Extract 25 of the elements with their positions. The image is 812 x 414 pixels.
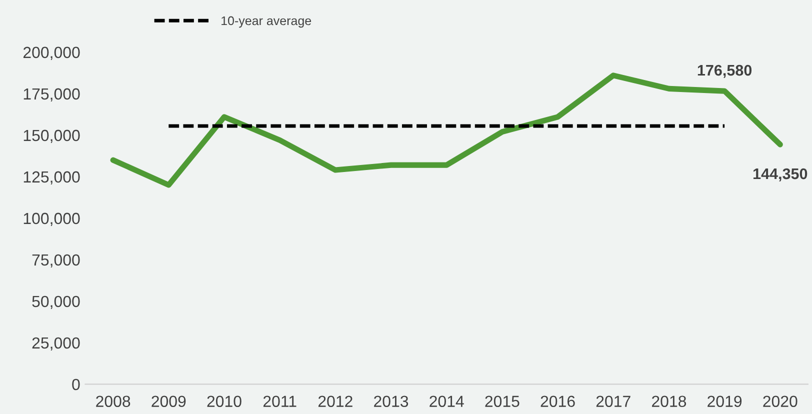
x-tick-label: 2018 [652,396,686,408]
data-label: 176,580 [698,64,752,78]
y-tick-label: 125,000 [24,171,80,185]
y-tick-label: 150,000 [24,130,80,143]
x-tick-label: 2014 [430,396,464,408]
x-tick-label: 2017 [596,396,630,408]
x-tick-label: 2019 [708,396,742,408]
x-tick-label: 2016 [540,396,575,408]
y-tick-label: 100,000 [24,212,80,226]
x-tick-label: 2012 [318,396,352,408]
x-tick-label: 2020 [763,396,798,408]
legend-label: 10-year average [222,16,312,28]
x-tick-label: 2010 [207,396,242,408]
x-tick-label: 2015 [485,396,520,408]
x-tick-label: 2011 [263,396,296,408]
x-tick-label: 2013 [374,396,408,408]
y-tick-label: 0 [72,378,80,390]
y-tick-label: 25,000 [32,337,80,351]
y-tick-label: 175,000 [24,88,80,102]
x-tick-label: 2009 [152,396,186,408]
y-tick-label: 75,000 [32,254,80,268]
y-tick-label: 200,000 [23,46,80,60]
data-label: 144,350 [753,168,808,182]
x-tick-label: 2008 [96,396,130,408]
y-tick-label: 50,000 [32,296,80,310]
